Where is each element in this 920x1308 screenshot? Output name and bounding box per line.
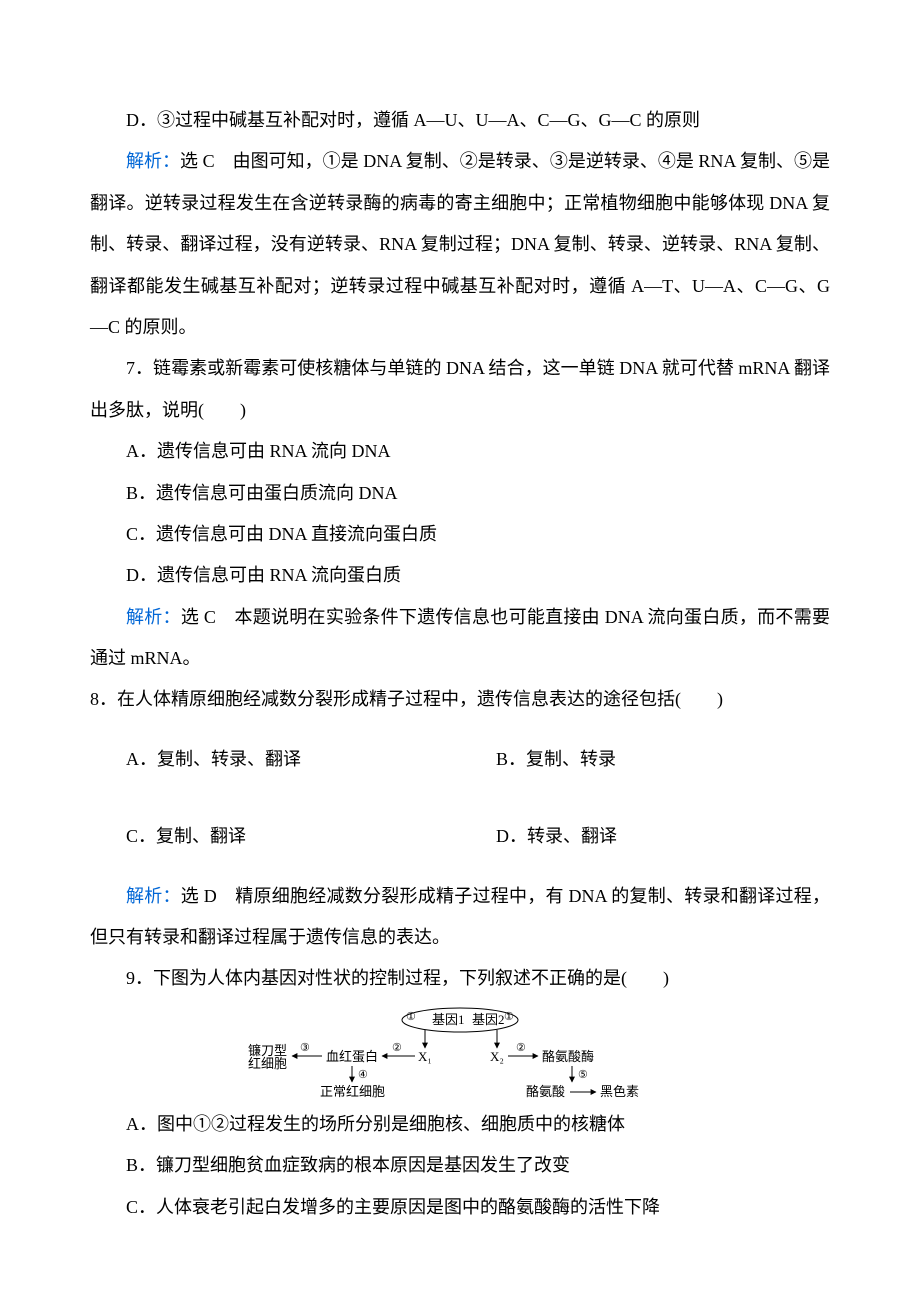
q6-explanation: 解析：选 C 由图可知，①是 DNA 复制、②是转录、③是逆转录、④是 RNA …: [90, 141, 830, 348]
q8-option-a: A．复制、转录、翻译: [90, 739, 460, 780]
q9-option-b: B．镰刀型细胞贫血症致病的根本原因是基因发生了改变: [90, 1145, 830, 1186]
q8-option-c: C．复制、翻译: [90, 816, 460, 857]
tyrosinase-label: 酪氨酸酶: [542, 1049, 594, 1064]
q8-option-b: B．复制、转录: [460, 739, 830, 780]
answer-choice: 选 C: [180, 151, 215, 171]
q7-option-b: B．遗传信息可由蛋白质流向 DNA: [90, 473, 830, 514]
q7-option-d: D．遗传信息可由 RNA 流向蛋白质: [90, 555, 830, 596]
q9-stem: 9．下图为人体内基因对性状的控制过程，下列叙述不正确的是( ): [90, 958, 830, 999]
tyrosine-label: 酪氨酸: [526, 1084, 565, 1098]
circ1L: ①: [406, 1011, 416, 1023]
answer-label: 解析：: [126, 607, 181, 627]
q7-stem: 7．链霉素或新霉素可使核糖体与单链的 DNA 结合，这一单链 DNA 就可代替 …: [90, 348, 830, 431]
q9-option-c: C．人体衰老引起白发增多的主要原因是图中的酪氨酸酶的活性下降: [90, 1187, 830, 1228]
q8-options-row1: A．复制、转录、翻译 B．复制、转录: [90, 721, 830, 798]
circ4: ④: [358, 1069, 368, 1081]
q8-explanation: 解析：选 D 精原细胞经减数分裂形成精子过程中，有 DNA 的复制、转录和翻译过…: [90, 876, 830, 959]
circ2L: ②: [392, 1042, 402, 1054]
gene2-label: 基因2: [472, 1012, 505, 1027]
melanin-label: 黑色素: [600, 1084, 639, 1098]
circ1R: ①: [504, 1011, 514, 1023]
x1-label: X₁: [418, 1049, 432, 1064]
circ3: ③: [300, 1042, 310, 1054]
circ2R: ②: [516, 1042, 526, 1054]
q7-explanation: 解析：选 C 本题说明在实验条件下遗传信息也可能直接由 DNA 流向蛋白质，而不…: [90, 597, 830, 680]
q7-option-c: C．遗传信息可由 DNA 直接流向蛋白质: [90, 514, 830, 555]
answer-label: 解析：: [126, 886, 181, 906]
sickle-label-b: 红细胞: [248, 1056, 287, 1071]
q8-option-d: D．转录、翻译: [460, 816, 830, 857]
q8-options-row2: C．复制、翻译 D．转录、翻译: [90, 798, 830, 875]
normal-rbc-label: 正常红细胞: [320, 1084, 385, 1098]
answer-choice: 选 C: [181, 607, 216, 627]
explanation-text: 由图可知，①是 DNA 复制、②是转录、③是逆转录、④是 RNA 复制、⑤是翻译…: [90, 151, 830, 337]
q9-diagram: 基因1 基因2 ① ① X₁ X₂ ② 血红蛋白 ③ 镰刀型 红细胞 ④ 正: [90, 1006, 830, 1098]
answer-choice: 选 D: [181, 886, 217, 906]
q7-option-a: A．遗传信息可由 RNA 流向 DNA: [90, 431, 830, 472]
x2-label: X₂: [490, 1049, 504, 1064]
circ5: ⑤: [578, 1069, 588, 1081]
q6-option-d: D．③过程中碱基互补配对时，遵循 A—U、U—A、C—G、G—C 的原则: [90, 100, 830, 141]
q9-option-a: A．图中①②过程发生的场所分别是细胞核、细胞质中的核糖体: [90, 1104, 830, 1145]
hemoglobin-label: 血红蛋白: [326, 1049, 378, 1064]
gene1-label: 基因1: [432, 1012, 465, 1027]
answer-label: 解析：: [126, 151, 180, 171]
q8-stem: 8．在人体精原细胞经减数分裂形成精子过程中，遗传信息表达的途径包括( ): [90, 679, 830, 720]
